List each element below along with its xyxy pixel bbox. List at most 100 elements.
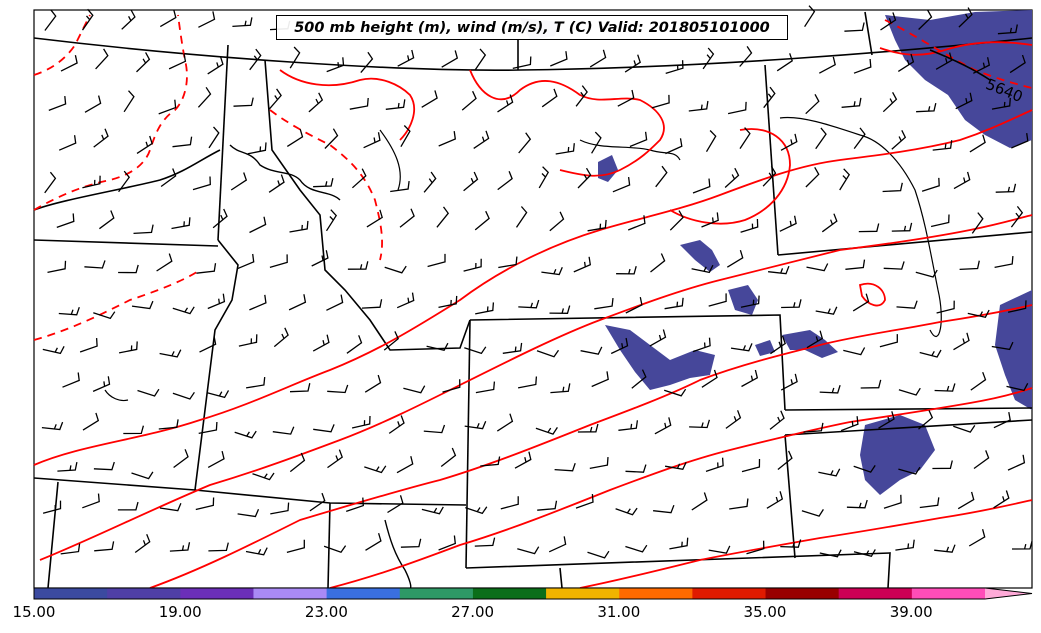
wind-barb xyxy=(878,411,895,429)
wind-barb xyxy=(997,24,1018,35)
wind-barb xyxy=(665,138,683,155)
border-wy xyxy=(469,314,786,411)
wind-barb xyxy=(953,171,971,190)
wind-barb xyxy=(629,131,648,148)
wind-barb xyxy=(691,492,708,511)
wind-barb xyxy=(701,369,718,388)
wind-barb xyxy=(325,209,338,232)
wind-barb xyxy=(617,89,635,107)
wind-barb xyxy=(919,497,940,509)
wind-barb xyxy=(701,212,719,228)
colorbar-segment xyxy=(253,588,328,599)
wind-barb xyxy=(610,337,629,355)
wind-barb xyxy=(651,94,670,109)
border-or-nv xyxy=(33,239,219,247)
border-mn xyxy=(864,11,873,56)
wind-barb xyxy=(548,536,567,553)
shading-nebraska xyxy=(782,330,838,358)
wind-barb xyxy=(1011,541,1033,550)
temp-dashed-2 xyxy=(33,14,91,76)
wind-barb xyxy=(819,549,842,558)
wind-barb xyxy=(208,126,220,149)
wind-barb xyxy=(289,383,311,393)
wind-barb xyxy=(427,253,446,268)
wind-barb xyxy=(365,533,382,551)
shading-wyoming-2 xyxy=(728,285,758,315)
wind-barb xyxy=(474,48,487,71)
wind-barb xyxy=(730,343,753,352)
wind-barb xyxy=(967,309,990,318)
wind-barb xyxy=(691,264,714,274)
lake-squiggle xyxy=(229,144,341,201)
colorbar-segment xyxy=(34,588,108,599)
wind-barb xyxy=(158,419,179,430)
colorbar-tick-label: 39.00 xyxy=(889,603,933,621)
wind-barb xyxy=(156,253,173,272)
wind-barb xyxy=(360,51,374,74)
wind-barb xyxy=(387,495,404,514)
wind-barb xyxy=(82,493,100,509)
wind-barb xyxy=(740,218,759,233)
wind-barb xyxy=(245,377,266,389)
wind-barb xyxy=(133,224,154,235)
wind-barb xyxy=(1010,206,1024,228)
wind-barb xyxy=(879,334,898,348)
wind-barb xyxy=(173,449,189,469)
wind-barb xyxy=(324,128,339,149)
temp-contour-1 xyxy=(33,109,1033,466)
wind-barb xyxy=(587,219,607,232)
wind-barb xyxy=(234,430,257,439)
wind-barb xyxy=(364,374,382,393)
wind-barb xyxy=(853,127,866,149)
coast-canada xyxy=(33,149,221,211)
wind-barb xyxy=(268,174,285,193)
wind-barb xyxy=(625,464,647,473)
wind-barb xyxy=(268,88,282,110)
wind-barb xyxy=(612,177,631,193)
wind-barb xyxy=(898,466,921,475)
wind-barb xyxy=(93,311,116,320)
wind-barb xyxy=(464,346,487,355)
wind-barb xyxy=(959,260,980,271)
wind-barb xyxy=(993,490,1010,509)
wind-barb xyxy=(973,450,990,470)
wind-barb xyxy=(475,381,496,394)
wind-barb xyxy=(289,452,306,473)
wind-barb xyxy=(805,166,820,188)
wind-barb xyxy=(589,49,607,68)
wind-barb xyxy=(196,263,217,274)
shading-wyoming-1 xyxy=(680,240,720,272)
wind-barb xyxy=(882,182,903,193)
wind-barb xyxy=(891,222,913,232)
border-az-nm xyxy=(559,567,563,589)
wind-barb xyxy=(171,217,191,230)
river-missouri xyxy=(779,116,942,337)
wind-barb xyxy=(968,529,986,547)
wind-barb xyxy=(535,427,558,435)
wind-barb xyxy=(844,22,865,32)
wind-barb xyxy=(653,504,675,514)
map-title: 500 mb height (m), wind (m/s), T (C) Val… xyxy=(276,15,788,40)
wind-barb xyxy=(172,391,195,400)
wind-barb xyxy=(591,371,609,388)
colorbar-tick-label: 19.00 xyxy=(158,603,202,621)
wind-barb xyxy=(969,134,986,153)
wind-barb xyxy=(1006,382,1029,392)
wind-barb xyxy=(312,334,330,352)
wind-barb xyxy=(770,335,786,355)
wind-barb xyxy=(118,341,138,354)
wind-barb xyxy=(883,494,902,509)
wind-barb xyxy=(860,379,882,389)
wind-barb xyxy=(654,417,672,435)
wind-barb xyxy=(396,456,414,474)
border-ca-nv xyxy=(33,477,196,491)
border-mt-nd xyxy=(764,64,779,256)
wind-barb xyxy=(577,423,599,433)
shading-northeast xyxy=(885,10,1032,148)
temp-contour-5 xyxy=(579,499,1033,589)
wind-barb xyxy=(498,256,518,269)
wind-barbs xyxy=(41,5,1033,559)
wind-barb xyxy=(725,410,742,429)
wind-barb xyxy=(385,99,406,110)
colorbar-segment xyxy=(692,588,767,599)
